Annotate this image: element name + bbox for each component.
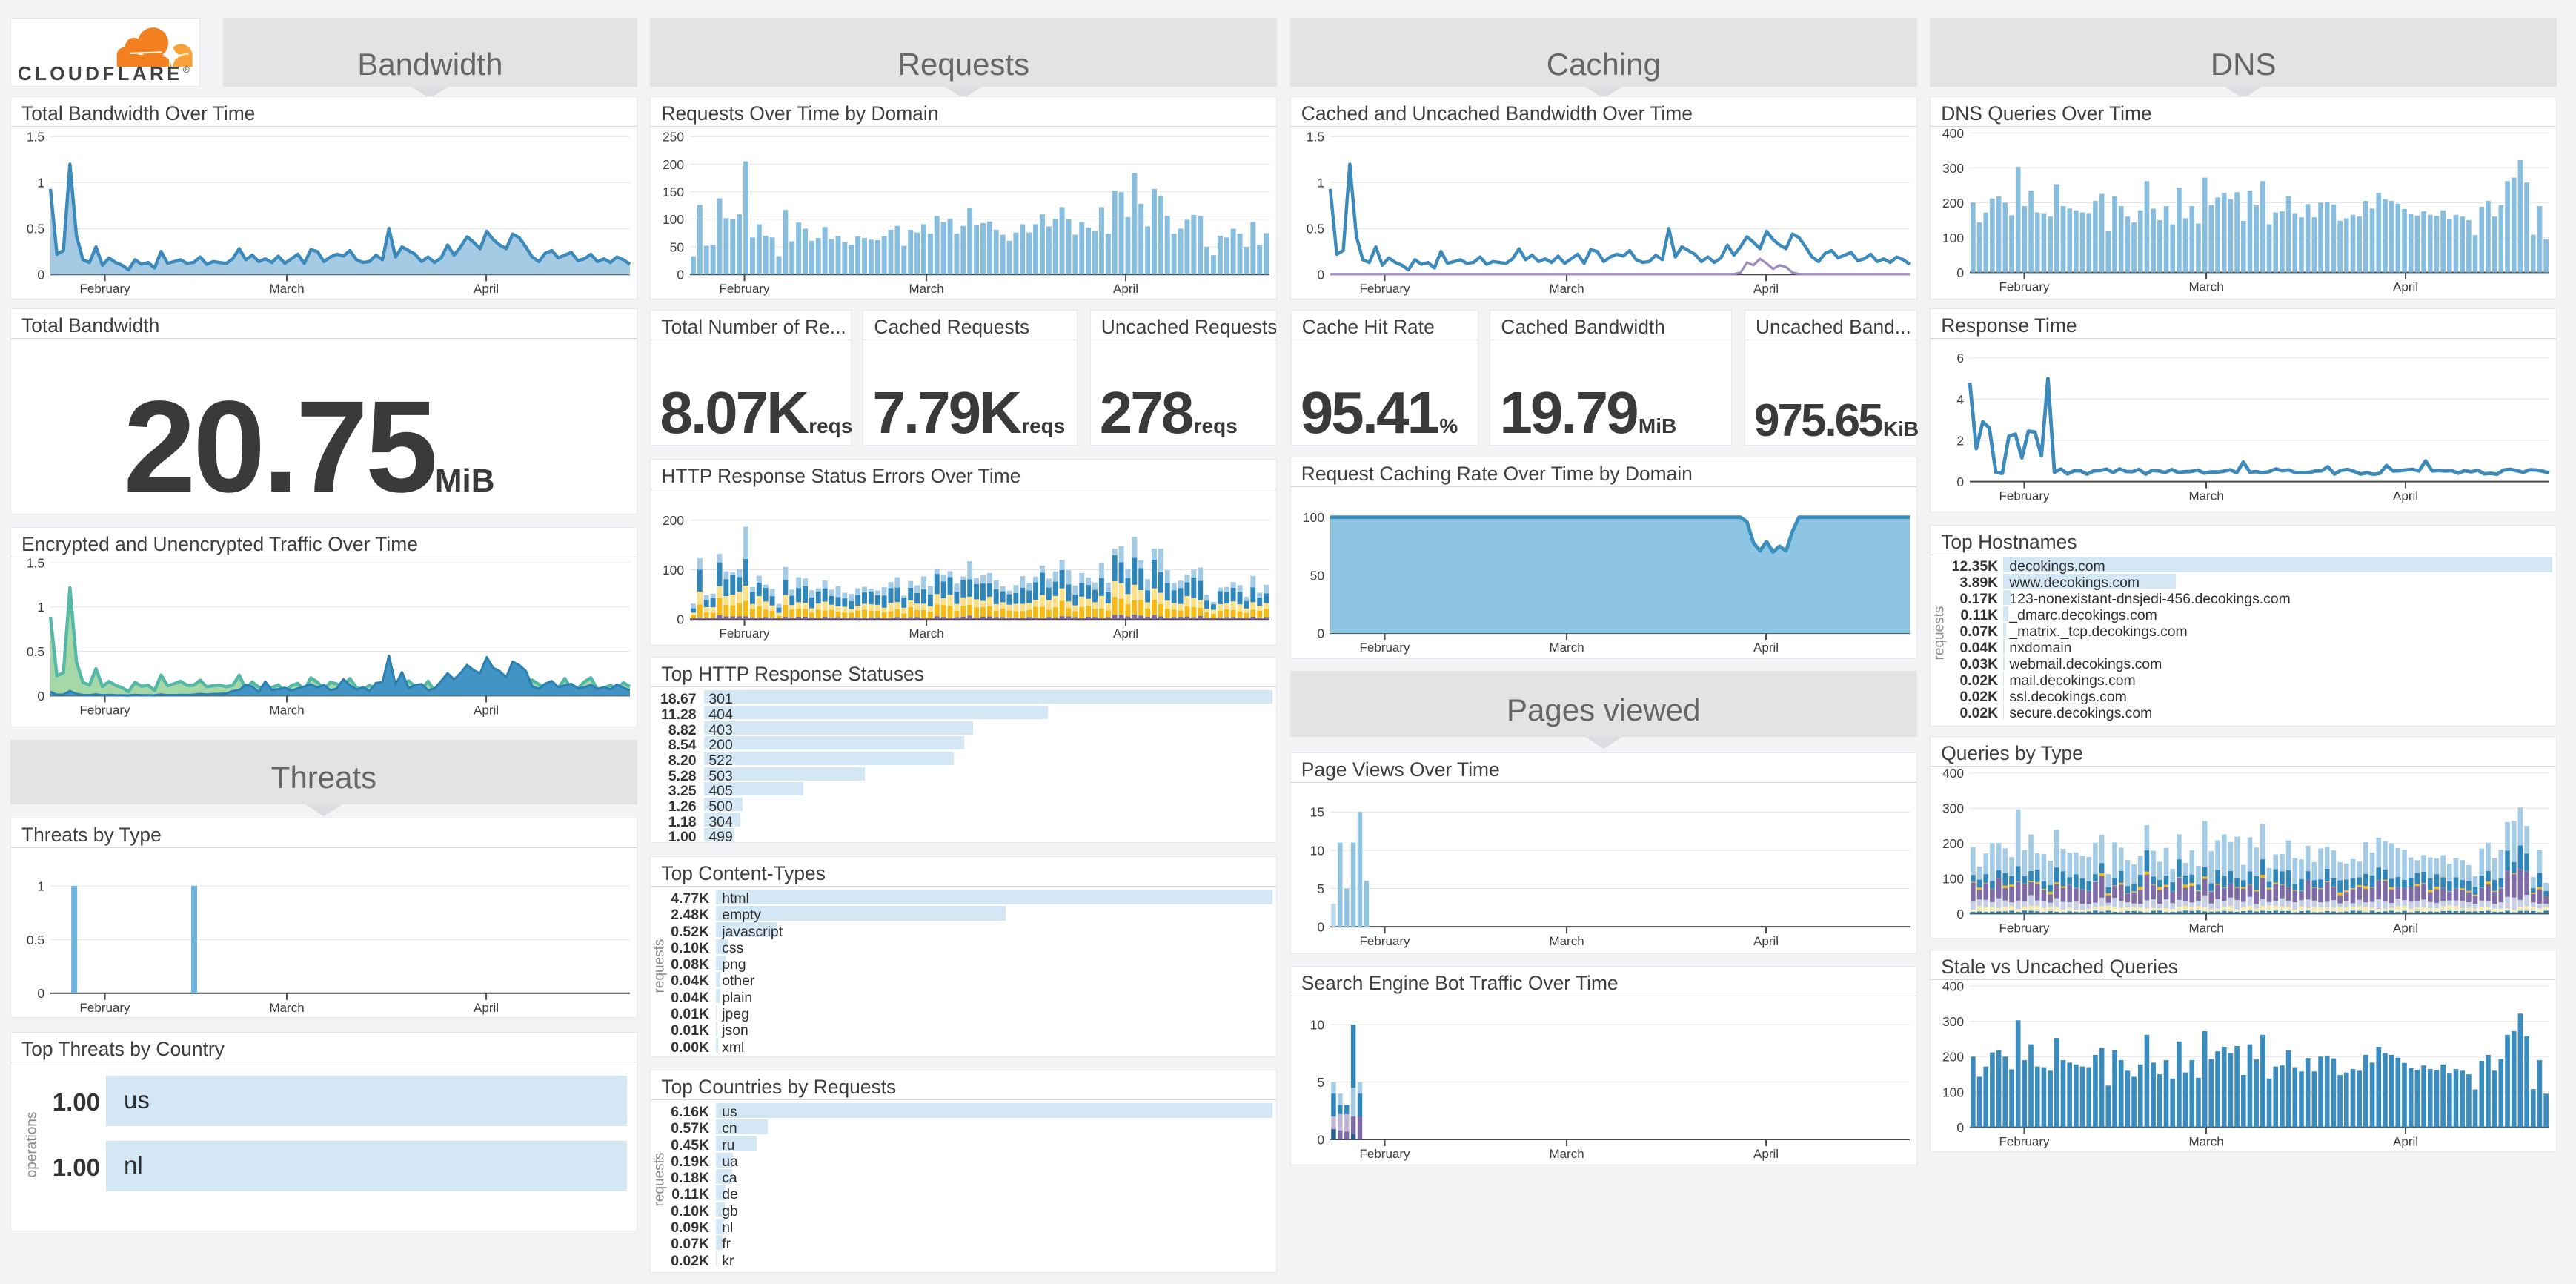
svg-text:February: February <box>1359 282 1410 296</box>
svg-text:February: February <box>1999 1135 2051 1149</box>
svg-text:10: 10 <box>1309 843 1324 858</box>
svg-text:March: March <box>2189 1135 2224 1149</box>
svg-text:April: April <box>1753 641 1779 655</box>
svg-text:150: 150 <box>663 185 684 199</box>
svg-text:April: April <box>474 1001 499 1015</box>
svg-text:0: 0 <box>1957 907 1965 921</box>
svg-text:February: February <box>720 282 771 296</box>
svg-text:5: 5 <box>1317 1075 1324 1090</box>
svg-text:April: April <box>1113 282 1138 296</box>
svg-text:0.5: 0.5 <box>1307 221 1324 236</box>
svg-text:200: 200 <box>1942 836 1964 851</box>
svg-text:100: 100 <box>663 212 684 227</box>
svg-text:6: 6 <box>1957 351 1965 365</box>
svg-text:0.5: 0.5 <box>27 221 44 236</box>
svg-text:April: April <box>2393 1135 2418 1149</box>
svg-text:400: 400 <box>1942 767 1964 781</box>
svg-text:100: 100 <box>1942 872 1964 887</box>
svg-text:0: 0 <box>1317 1132 1324 1147</box>
svg-text:March: March <box>909 627 944 641</box>
svg-text:50: 50 <box>1309 568 1324 583</box>
svg-text:February: February <box>1999 279 2051 294</box>
svg-text:March: March <box>1549 1147 1584 1161</box>
svg-text:February: February <box>79 703 130 717</box>
svg-text:February: February <box>1359 934 1410 948</box>
svg-text:March: March <box>2189 279 2224 294</box>
svg-text:March: March <box>909 282 944 296</box>
svg-text:1.5: 1.5 <box>1307 129 1324 144</box>
svg-text:0: 0 <box>1317 626 1324 641</box>
svg-text:April: April <box>474 282 499 296</box>
svg-text:March: March <box>2189 489 2224 503</box>
svg-text:200: 200 <box>1942 195 1964 210</box>
svg-text:200: 200 <box>663 514 684 529</box>
svg-text:0: 0 <box>1317 919 1324 934</box>
svg-text:March: March <box>1549 641 1584 655</box>
svg-text:1.5: 1.5 <box>27 557 44 570</box>
svg-text:0: 0 <box>1957 474 1965 489</box>
svg-text:February: February <box>720 627 771 641</box>
svg-text:250: 250 <box>663 129 684 144</box>
svg-text:0: 0 <box>37 267 44 282</box>
svg-text:April: April <box>1753 1147 1779 1161</box>
svg-text:4: 4 <box>1957 392 1965 407</box>
svg-text:0: 0 <box>677 267 685 282</box>
svg-text:February: February <box>1999 921 2050 936</box>
svg-text:0.5: 0.5 <box>27 933 44 947</box>
svg-text:1: 1 <box>37 175 44 190</box>
svg-text:1: 1 <box>37 878 44 893</box>
svg-text:100: 100 <box>1942 1085 1964 1099</box>
svg-text:1.5: 1.5 <box>27 129 44 144</box>
svg-text:200: 200 <box>663 156 684 171</box>
svg-text:2: 2 <box>1957 433 1965 448</box>
svg-text:March: March <box>269 703 304 717</box>
svg-text:April: April <box>1753 934 1779 948</box>
svg-text:200: 200 <box>1942 1050 1964 1065</box>
svg-text:300: 300 <box>1942 160 1964 175</box>
svg-text:February: February <box>1359 641 1410 655</box>
svg-text:0.5: 0.5 <box>27 644 44 659</box>
svg-text:March: March <box>2189 921 2224 936</box>
svg-text:April: April <box>2393 279 2418 294</box>
svg-text:February: February <box>1999 489 2050 503</box>
svg-text:0: 0 <box>677 612 685 627</box>
svg-text:300: 300 <box>1942 801 1964 816</box>
svg-text:300: 300 <box>1942 1014 1964 1029</box>
svg-text:100: 100 <box>1303 510 1324 525</box>
svg-text:100: 100 <box>1942 230 1964 245</box>
svg-text:400: 400 <box>1942 980 1964 994</box>
svg-text:0: 0 <box>1957 1120 1965 1135</box>
svg-text:April: April <box>1753 282 1779 296</box>
svg-text:5: 5 <box>1317 881 1324 896</box>
svg-text:50: 50 <box>670 239 684 254</box>
svg-text:February: February <box>80 1001 130 1015</box>
svg-text:April: April <box>474 703 499 717</box>
svg-text:1: 1 <box>1317 175 1324 190</box>
svg-text:1: 1 <box>37 600 44 615</box>
svg-text:0: 0 <box>1317 267 1324 282</box>
svg-text:15: 15 <box>1309 805 1324 820</box>
svg-text:February: February <box>1359 1147 1410 1161</box>
svg-text:100: 100 <box>663 563 684 578</box>
svg-text:400: 400 <box>1942 127 1964 141</box>
svg-text:0: 0 <box>1957 265 1965 279</box>
svg-text:April: April <box>2393 921 2418 936</box>
svg-text:March: March <box>269 282 304 296</box>
svg-text:March: March <box>1549 934 1584 948</box>
svg-text:10: 10 <box>1309 1017 1324 1032</box>
svg-text:April: April <box>1113 627 1138 641</box>
svg-text:0: 0 <box>37 689 44 704</box>
svg-text:February: February <box>79 282 130 296</box>
svg-text:April: April <box>2393 489 2418 503</box>
svg-text:March: March <box>1549 282 1584 296</box>
svg-text:0: 0 <box>37 986 44 1001</box>
svg-text:March: March <box>269 1001 304 1015</box>
